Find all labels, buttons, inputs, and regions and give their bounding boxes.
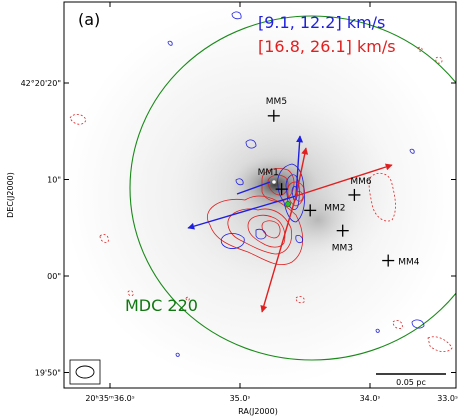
source-name: MDC 220 [125, 296, 198, 315]
source-mm4: MM4 [382, 254, 420, 268]
mm1-white-marker [272, 180, 276, 184]
y-tick-label: 10" [47, 176, 61, 185]
panel-label: (a) [78, 10, 100, 29]
source-mm6: MM6 [348, 177, 372, 201]
legend-blue-range: [9.1, 12.2] km/s [258, 13, 385, 32]
blue-outflow-arrow-west [187, 195, 297, 230]
beam-box [69, 359, 101, 385]
beam-ellipse [75, 365, 95, 379]
outflow-arrows [187, 135, 393, 313]
y-axis-label: DEC(J2000) [6, 172, 15, 218]
sources-layer: MM1 MM2 MM3 MM4 MM5 MM6 [258, 97, 420, 268]
blue-outflow-arrow-north [295, 135, 304, 197]
source-label: MM1 [258, 168, 279, 178]
y-tick-label: 00" [47, 272, 61, 281]
red-outflow-arrow-north [295, 147, 309, 197]
red-contours-dashed [69, 46, 453, 352]
x-axis-label: RA(J2000) [238, 407, 278, 416]
image-panel: MM1 MM2 MM3 MM4 MM5 MM6 MDC 220 (a) [9.1, 12.… [64, 2, 456, 388]
scale-bar-label: 0.05 pc [396, 378, 426, 387]
axis-layer: 20ʰ35ᵐ36.0ˢ 35.0ˢ 34.0ˢ 33.0ˢ 42°20'20" 10" 00… [21, 2, 458, 403]
x-tick-label: 20ʰ35ᵐ36.0ˢ [85, 394, 134, 403]
x-tick-label: 34.0ˢ [360, 394, 381, 403]
plot-frame [63, 1, 457, 389]
x-tick-label: 35.0ˢ [230, 394, 251, 403]
y-tick-label: 19'50" [35, 369, 61, 378]
source-label: MM5 [266, 97, 287, 107]
source-mm2: MM2 [304, 203, 345, 217]
red-outflow-arrow-south [260, 195, 297, 313]
mm2-green-marker [285, 201, 291, 207]
source-mm1: MM1 [258, 168, 288, 196]
source-mm5: MM5 [266, 97, 287, 122]
source-label: MM4 [398, 258, 420, 268]
blue-outflow-segment [236, 181, 271, 195]
source-label: MM6 [350, 177, 372, 187]
dust-emission-secondary [278, 186, 358, 254]
source-mm3: MM3 [332, 224, 353, 254]
y-tick-label: 42°20'20" [21, 79, 61, 88]
source-label: MM3 [332, 244, 353, 254]
x-tick-label: 33.0ˢ [437, 394, 458, 403]
source-label: MM2 [324, 203, 345, 213]
red-outflow-arrow-east [295, 163, 393, 197]
mdc-boundary-circle [129, 15, 456, 361]
legend-red-range: [16.8, 26.1] km/s [258, 37, 396, 56]
